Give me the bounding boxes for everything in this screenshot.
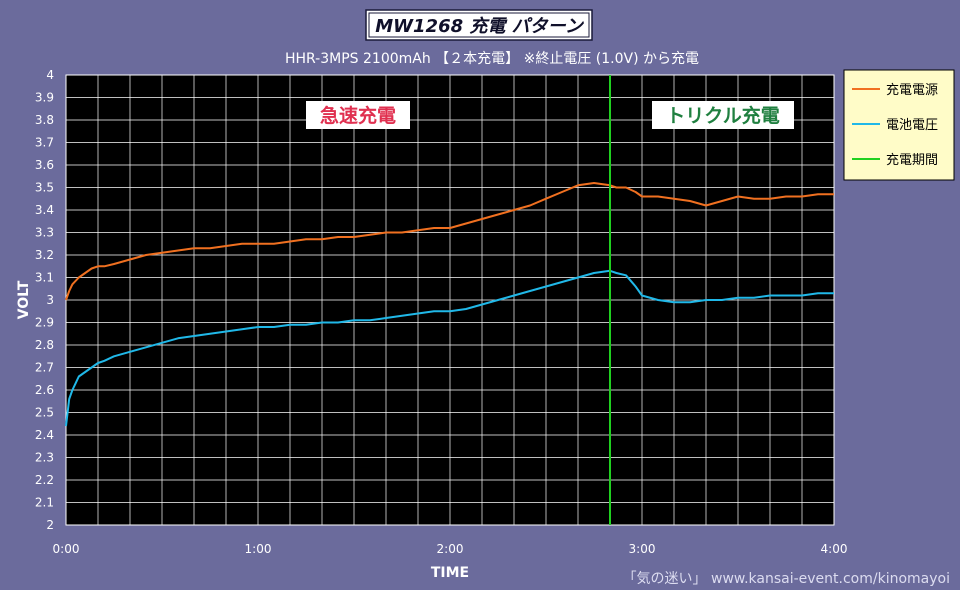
y-tick-label: 2.2 — [35, 473, 54, 487]
y-tick-label: 3 — [46, 293, 54, 307]
x-tick-label: 3:00 — [629, 542, 656, 556]
y-tick-label: 4 — [46, 68, 54, 82]
y-tick-label: 2.1 — [35, 496, 54, 510]
y-tick-label: 3.8 — [35, 113, 54, 127]
x-tick-label: 0:00 — [53, 542, 80, 556]
x-tick-label: 1:00 — [245, 542, 272, 556]
y-tick-label: 3.9 — [35, 91, 54, 105]
y-tick-label: 3.7 — [35, 136, 54, 150]
title-box — [365, 9, 593, 41]
y-axis-ticks: 2 2.1 2.2 2.3 2.4 2.5 2.6 2.7 2.8 2.9 3 3.1 3.2 3.3 3.… — [35, 68, 54, 532]
y-tick-label: 3.5 — [35, 181, 54, 195]
y-tick-label: 2.6 — [35, 383, 54, 397]
annotation-fast-text: 急速充電 — [320, 104, 396, 127]
y-tick-label: 3.2 — [35, 248, 54, 262]
y-tick-label: 3.1 — [35, 271, 54, 285]
y-tick-label: 3.3 — [35, 226, 54, 240]
grid-lines — [66, 75, 834, 525]
y-tick-label: 2.3 — [35, 451, 54, 465]
series-line-battery — [65, 269, 834, 427]
x-axis-label: TIME — [431, 565, 469, 581]
y-tick-label: 3.4 — [35, 203, 54, 217]
legend-label-supply: 充電電源 — [886, 82, 938, 98]
y-tick-label: 2.7 — [35, 361, 54, 375]
y-tick-label: 2.9 — [35, 316, 54, 330]
annotation-fast-box — [306, 101, 410, 129]
legend: 充電電源 電池電圧 充電期間 — [843, 69, 955, 181]
annotation-trickle-box — [652, 101, 794, 129]
title-group: MW1268 充電 パターン — [365, 9, 593, 41]
y-tick-label: 2 — [46, 518, 54, 532]
title-inner-border — [368, 12, 590, 38]
x-tick-label: 2:00 — [437, 542, 464, 556]
y-axis-label: VOLT — [16, 280, 32, 319]
series-layer — [65, 182, 834, 427]
legend-label-period: 充電期間 — [886, 152, 938, 168]
y-tick-label: 2.4 — [35, 428, 54, 442]
annotation-trickle: トリクル充電 — [652, 101, 794, 129]
annotation-trickle-text: トリクル充電 — [666, 104, 779, 127]
series-line-supply — [65, 182, 834, 301]
y-tick-label: 2.8 — [35, 338, 54, 352]
annotation-fast: 急速充電 — [306, 101, 410, 129]
legend-label-battery: 電池電圧 — [886, 118, 938, 133]
x-tick-label: 4:00 — [821, 542, 848, 556]
y-tick-label: 2.5 — [35, 406, 54, 420]
footer-credit: 「気の迷い」 www.kansai-event.com/kinomayoi — [623, 571, 950, 587]
chart-subtitle: HHR-3MPS 2100mAh 【２本充電】 ※終止電圧 (1.0V) から充… — [285, 51, 699, 67]
chart-title: MW1268 充電 パターン — [375, 16, 584, 37]
y-tick-label: 3.6 — [35, 158, 54, 172]
x-axis-ticks: 0:00 1:00 2:00 3:00 4:00 — [53, 542, 848, 556]
